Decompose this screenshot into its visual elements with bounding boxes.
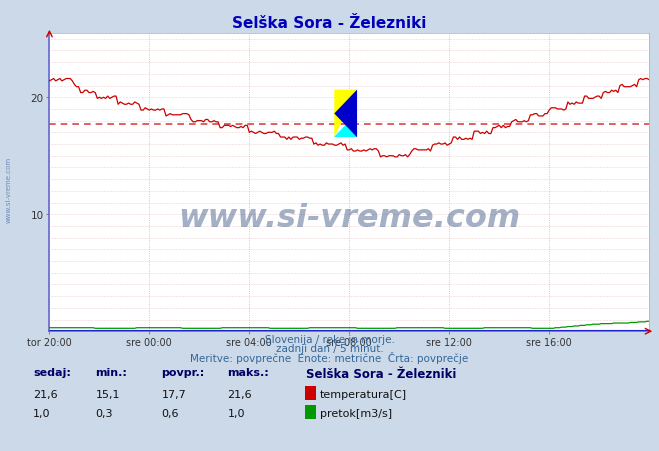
Text: Slovenija / reke in morje.: Slovenija / reke in morje. (264, 335, 395, 345)
Text: 15,1: 15,1 (96, 389, 120, 399)
Text: Meritve: povprečne  Enote: metrične  Črta: povprečje: Meritve: povprečne Enote: metrične Črta:… (190, 351, 469, 363)
Text: 1,0: 1,0 (33, 408, 51, 418)
Text: www.si-vreme.com: www.si-vreme.com (178, 203, 521, 234)
Text: pretok[m3/s]: pretok[m3/s] (320, 408, 391, 418)
Text: 0,3: 0,3 (96, 408, 113, 418)
Text: www.si-vreme.com: www.si-vreme.com (5, 156, 11, 222)
Polygon shape (334, 114, 357, 138)
Text: zadnji dan / 5 minut.: zadnji dan / 5 minut. (275, 343, 384, 353)
Polygon shape (334, 90, 357, 138)
Text: povpr.:: povpr.: (161, 368, 205, 377)
Text: 21,6: 21,6 (227, 389, 252, 399)
Text: 1,0: 1,0 (227, 408, 245, 418)
Text: min.:: min.: (96, 368, 127, 377)
Text: 0,6: 0,6 (161, 408, 179, 418)
Text: 17,7: 17,7 (161, 389, 186, 399)
Text: Selška Sora - Železniki: Selška Sora - Železniki (306, 368, 457, 381)
Text: sedaj:: sedaj: (33, 368, 71, 377)
Text: maks.:: maks.: (227, 368, 269, 377)
Text: temperatura[C]: temperatura[C] (320, 389, 407, 399)
Text: Selška Sora - Železniki: Selška Sora - Železniki (233, 16, 426, 31)
Text: 21,6: 21,6 (33, 389, 57, 399)
Polygon shape (334, 90, 357, 138)
